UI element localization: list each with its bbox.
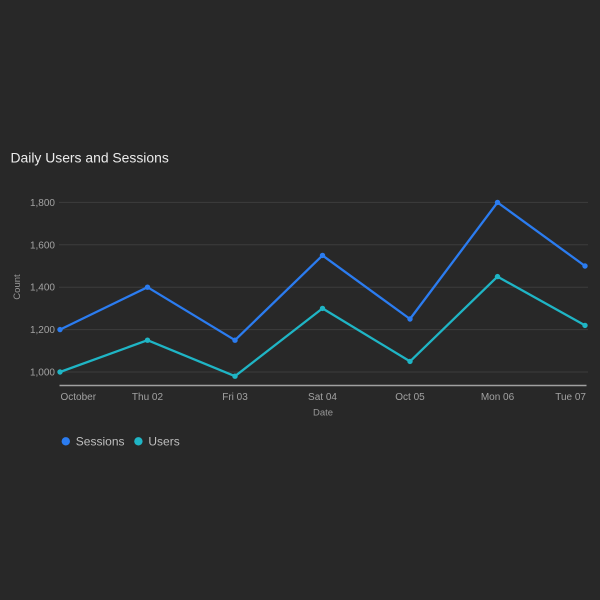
svg-text:Thu 02: Thu 02 (132, 392, 164, 403)
svg-text:Sat 04: Sat 04 (308, 392, 337, 403)
svg-text:Tue 07: Tue 07 (555, 392, 586, 403)
svg-text:1,200: 1,200 (30, 325, 55, 336)
svg-text:October: October (61, 392, 97, 403)
svg-text:1,400: 1,400 (30, 283, 55, 294)
svg-text:1,600: 1,600 (30, 240, 55, 251)
svg-text:Oct 05: Oct 05 (395, 392, 425, 403)
svg-text:1,000: 1,000 (30, 368, 55, 379)
svg-text:Fri 03: Fri 03 (222, 392, 248, 403)
svg-text:Count: Count (12, 274, 23, 300)
svg-text:Daily Users and Sessions: Daily Users and Sessions (11, 150, 169, 166)
svg-text:Users: Users (148, 435, 179, 449)
svg-text:Date: Date (313, 408, 333, 419)
svg-text:Sessions: Sessions (76, 435, 125, 449)
svg-text:1,800: 1,800 (30, 198, 55, 209)
svg-text:Mon 06: Mon 06 (481, 392, 515, 403)
